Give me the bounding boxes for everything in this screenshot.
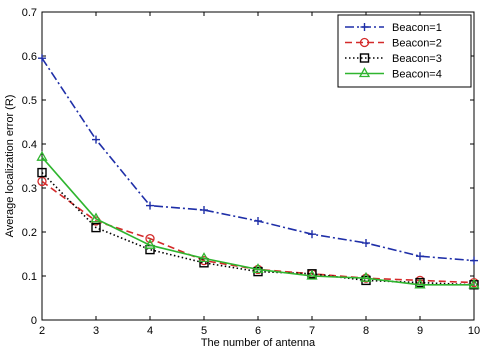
y-tick-label: 0.5 <box>22 95 37 107</box>
legend-item: Beacon=3 <box>345 53 442 65</box>
x-tick-label: 7 <box>309 325 315 337</box>
data-point <box>36 150 48 161</box>
x-tick-label: 8 <box>363 325 369 337</box>
data-point <box>144 238 156 249</box>
y-tick-label: 0.2 <box>22 227 37 239</box>
data-point <box>145 233 155 244</box>
legend-marker <box>358 67 371 78</box>
legend: Beacon=1 Beacon=2 Beacon=3 Beacon=4 <box>337 14 472 88</box>
legend-label: Beacon=4 <box>392 69 442 81</box>
data-point <box>37 167 47 178</box>
legend-label: Beacon=1 <box>392 22 442 34</box>
data-point <box>200 206 208 214</box>
legend-item: Beacon=4 <box>345 67 442 81</box>
legend-marker <box>359 37 370 48</box>
y-tick-label: 0.7 <box>22 7 37 19</box>
y-axis-label: Average localization error (R) <box>4 95 16 238</box>
series-line <box>41 156 474 286</box>
data-point <box>308 230 316 239</box>
x-tick-label: 4 <box>147 325 153 337</box>
y-tick-label: 0.6 <box>22 51 37 63</box>
data-point <box>362 239 370 247</box>
data-point <box>468 278 480 289</box>
y-tick-label: 0 <box>31 315 37 327</box>
data-point <box>90 212 102 223</box>
x-tick-label: 6 <box>255 325 261 337</box>
x-axis: 2 3 4 5 6 7 8 9 10 <box>39 12 480 337</box>
series-4 <box>36 150 480 289</box>
legend-item: Beacon=2 <box>345 38 442 50</box>
series-line <box>41 172 475 286</box>
data-point <box>416 252 424 261</box>
series-layer <box>36 54 480 290</box>
y-axis: 0 0.1 0.2 0.3 0.4 0.5 0.6 0.7 <box>22 7 474 327</box>
data-point <box>91 222 101 233</box>
data-point <box>146 201 154 210</box>
y-tick-label: 0.1 <box>22 271 37 283</box>
x-tick-label: 10 <box>468 325 480 337</box>
legend-marker <box>360 23 369 31</box>
data-point <box>470 256 478 265</box>
x-tick-label: 9 <box>417 325 423 337</box>
data-point <box>360 271 372 282</box>
legend-label: Beacon=2 <box>392 38 442 50</box>
data-point <box>198 252 210 263</box>
y-tick-label: 0.4 <box>22 139 37 151</box>
legend-label: Beacon=3 <box>392 53 442 65</box>
x-tick-label: 2 <box>39 325 45 337</box>
legend-item: Beacon=1 <box>345 22 442 34</box>
x-tick-label: 3 <box>93 325 99 337</box>
data-point <box>306 269 318 280</box>
data-point <box>38 54 46 63</box>
data-point <box>252 263 264 274</box>
data-point <box>254 217 262 225</box>
y-tick-label: 0.3 <box>22 183 37 195</box>
series-1 <box>38 54 478 265</box>
x-tick-label: 5 <box>201 325 207 337</box>
x-axis-label: The number of antenna <box>201 337 316 349</box>
data-point <box>37 176 47 187</box>
data-point <box>414 278 426 289</box>
legend-marker <box>359 53 370 63</box>
data-point <box>92 135 100 144</box>
